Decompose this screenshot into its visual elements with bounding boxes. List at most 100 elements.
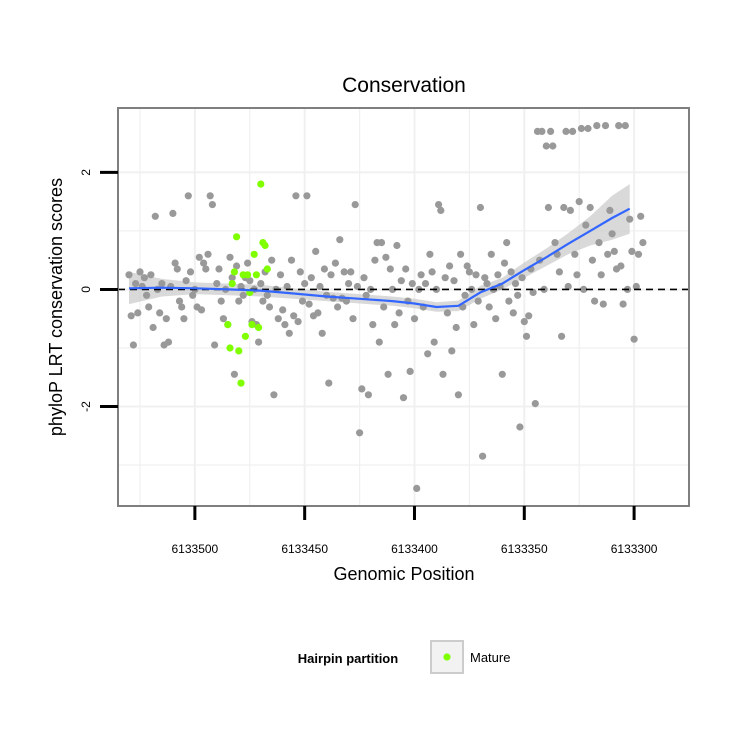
data-point <box>619 300 627 308</box>
data-point <box>158 280 166 288</box>
data-point <box>382 253 390 261</box>
data-point <box>351 201 359 209</box>
smooth-trend-line <box>128 207 631 309</box>
data-point <box>474 297 482 305</box>
data-point <box>371 256 379 264</box>
x-tick-label: 6133350 <box>501 542 548 556</box>
data-point <box>345 280 353 288</box>
plot-panel <box>117 107 690 507</box>
data-point <box>268 256 276 264</box>
data-point <box>577 124 586 133</box>
data-point <box>186 268 195 276</box>
data-point <box>140 274 148 282</box>
data-point <box>331 259 339 267</box>
data-point <box>413 484 421 492</box>
data-point <box>226 253 234 261</box>
data-point <box>244 259 252 267</box>
data-point <box>608 230 616 238</box>
x-tick-label: 6133450 <box>281 542 328 556</box>
x-tick-label: 6133400 <box>391 542 438 556</box>
data-point <box>529 288 537 296</box>
legend-title: Hairpin partition <box>298 651 398 666</box>
data-point <box>481 274 489 282</box>
data-point <box>377 239 386 247</box>
data-point <box>399 394 408 402</box>
data-point <box>149 323 157 332</box>
data-point <box>410 315 419 323</box>
data-point <box>325 379 333 387</box>
data-point <box>538 127 546 135</box>
data-point <box>507 268 515 276</box>
data-point <box>593 122 601 130</box>
legend-key-mature-dot <box>443 653 451 661</box>
data-point <box>626 215 634 223</box>
data-point <box>340 268 348 276</box>
data-point <box>424 350 432 358</box>
data-point <box>235 297 243 305</box>
data-point <box>364 391 372 399</box>
data-point <box>175 297 184 305</box>
data-point <box>294 318 302 326</box>
data-point-mature <box>224 321 232 329</box>
data-point <box>569 127 577 135</box>
data-point <box>228 274 236 282</box>
data-point-mature <box>235 347 243 355</box>
data-point <box>358 385 366 393</box>
data-point <box>472 271 480 279</box>
data-point <box>564 282 572 291</box>
y-tick-label: 0 <box>79 286 93 293</box>
data-point <box>463 262 471 270</box>
data-point <box>441 274 449 282</box>
data-point <box>303 192 311 200</box>
data-point <box>391 321 399 329</box>
data-point <box>342 297 350 305</box>
data-point <box>426 250 434 258</box>
data-point-mature <box>255 323 263 332</box>
data-point <box>393 241 401 250</box>
data-point <box>606 206 614 214</box>
data-point <box>566 206 575 214</box>
data-point <box>369 321 377 329</box>
data-point <box>301 280 309 288</box>
data-point <box>180 315 188 323</box>
y-axis-title: phyloP LRT conservation scores <box>46 178 66 436</box>
data-point <box>259 297 267 305</box>
data-point <box>147 271 155 279</box>
data-point <box>586 203 594 212</box>
data-point <box>443 309 451 317</box>
data-point <box>514 291 522 299</box>
data-point <box>208 201 216 209</box>
data-point <box>257 280 265 288</box>
data-point <box>386 265 394 273</box>
data-point <box>230 370 238 378</box>
data-point <box>202 265 210 273</box>
data-point <box>145 303 153 311</box>
data-point-mature <box>250 250 258 258</box>
data-point <box>558 332 566 340</box>
data-point <box>279 306 287 314</box>
data-point <box>417 271 425 279</box>
data-point <box>334 303 342 311</box>
data-point <box>428 268 436 276</box>
data-point <box>318 329 326 337</box>
data-point <box>136 268 144 276</box>
data-point <box>505 297 513 305</box>
data-point-mature <box>226 344 234 352</box>
data-point <box>219 315 227 323</box>
x-axis-title: Genomic Position <box>333 564 474 584</box>
data-point-mature <box>261 241 269 250</box>
data-point <box>452 323 460 332</box>
data-point <box>178 303 186 311</box>
data-point-mature <box>252 271 260 279</box>
x-tick-label: 6133300 <box>611 542 658 556</box>
data-point <box>320 265 328 273</box>
y-tick-label: -2 <box>79 401 93 412</box>
data-point <box>347 268 355 276</box>
data-point <box>479 452 487 460</box>
data-point <box>388 285 397 293</box>
data-point <box>525 312 533 320</box>
data-point <box>195 253 203 261</box>
data-point <box>430 338 438 346</box>
data-point <box>511 280 520 288</box>
data-point <box>470 321 478 329</box>
